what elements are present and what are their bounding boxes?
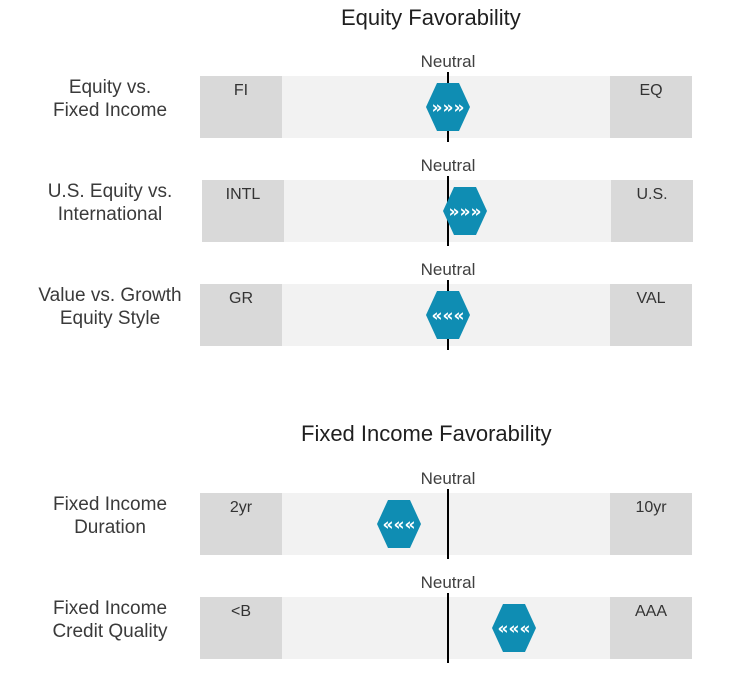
marker-hexagon: [442, 187, 487, 235]
marker-hexagon: [492, 604, 536, 652]
left-end-block: GR: [200, 284, 282, 346]
marker-hexagon: [426, 83, 470, 131]
favorability-row: Equity vs. Fixed Income Neutral FI EQ »»»: [0, 52, 731, 162]
neutral-label: Neutral: [420, 156, 476, 175]
left-end-label: GR: [229, 290, 253, 307]
scale-track: <B AAA: [200, 597, 692, 659]
marker-arrows: «««: [432, 306, 465, 326]
marker-left-arrows-icon: «««: [376, 499, 422, 549]
row-label-line: Equity Style: [59, 308, 161, 329]
fixed-income-favorability-title: Fixed Income Favorability: [301, 421, 552, 446]
row-label-line: Fixed Income: [52, 598, 168, 619]
row-label: Value vs. Growth Equity Style: [10, 284, 210, 330]
neutral-label: Neutral: [420, 260, 476, 279]
neutral-line: [447, 593, 449, 663]
row-label: Equity vs. Fixed Income: [10, 76, 210, 122]
neutral-label: Neutral: [420, 469, 476, 488]
row-label-line: U.S. Equity vs.: [47, 181, 173, 202]
row-label: Fixed Income Duration: [10, 493, 210, 539]
equity-favorability-title: Equity Favorability: [341, 5, 521, 30]
right-end-label: 10yr: [635, 499, 667, 516]
marker-arrows: »»»: [448, 202, 481, 222]
row-label-line: Fixed Income: [52, 100, 168, 121]
marker-arrows: »»»: [432, 98, 465, 118]
right-end-label: VAL: [636, 290, 666, 307]
row-label-line: International: [57, 204, 163, 225]
marker-left-arrows-icon: «««: [491, 603, 537, 653]
right-end-block: VAL: [610, 284, 692, 346]
left-end-block: INTL: [202, 180, 284, 242]
row-label-line: Fixed Income: [52, 494, 168, 515]
favorability-row: Value vs. Growth Equity Style Neutral GR VAL…: [0, 260, 731, 370]
marker-left-arrows-icon: «««: [425, 290, 471, 340]
neutral-line: [447, 489, 449, 559]
row-label-line: Duration: [74, 517, 146, 538]
marker-right-arrows-icon: »»»: [425, 82, 471, 132]
marker-right-arrows-icon: »»»: [442, 186, 488, 236]
left-end-label: INTL: [225, 186, 261, 203]
favorability-row: Fixed Income Credit Quality Neutral <B AAA ««…: [0, 573, 731, 683]
right-end-label: EQ: [639, 82, 663, 99]
left-end-label: FI: [233, 82, 249, 99]
right-end-block: 10yr: [610, 493, 692, 555]
right-end-block: EQ: [610, 76, 692, 138]
right-end-block: U.S.: [611, 180, 693, 242]
left-end-label: 2yr: [229, 499, 253, 516]
marker-arrows: «««: [382, 515, 415, 535]
right-end-block: AAA: [610, 597, 692, 659]
marker-hexagon: [376, 500, 421, 548]
marker-hexagon: [426, 291, 470, 339]
neutral-label: Neutral: [420, 52, 476, 71]
favorability-row: Fixed Income Duration Neutral 2yr 10yr «««: [0, 469, 731, 579]
left-end-label: <B: [230, 603, 251, 620]
neutral-label: Neutral: [420, 573, 476, 592]
scale-track: 2yr 10yr: [200, 493, 692, 555]
marker-arrows: «««: [498, 619, 531, 639]
right-end-label: U.S.: [636, 186, 668, 203]
row-label-line: Equity vs.: [68, 77, 152, 98]
left-end-block: <B: [200, 597, 282, 659]
favorability-row: U.S. Equity vs. International Neutral INTL U…: [0, 156, 731, 266]
row-label-line: Credit Quality: [52, 621, 168, 642]
row-label: Fixed Income Credit Quality: [10, 597, 210, 643]
row-label-line: Value vs. Growth: [38, 285, 182, 306]
row-label: U.S. Equity vs. International: [10, 180, 210, 226]
right-end-label: AAA: [634, 603, 667, 620]
left-end-block: 2yr: [200, 493, 282, 555]
left-end-block: FI: [200, 76, 282, 138]
